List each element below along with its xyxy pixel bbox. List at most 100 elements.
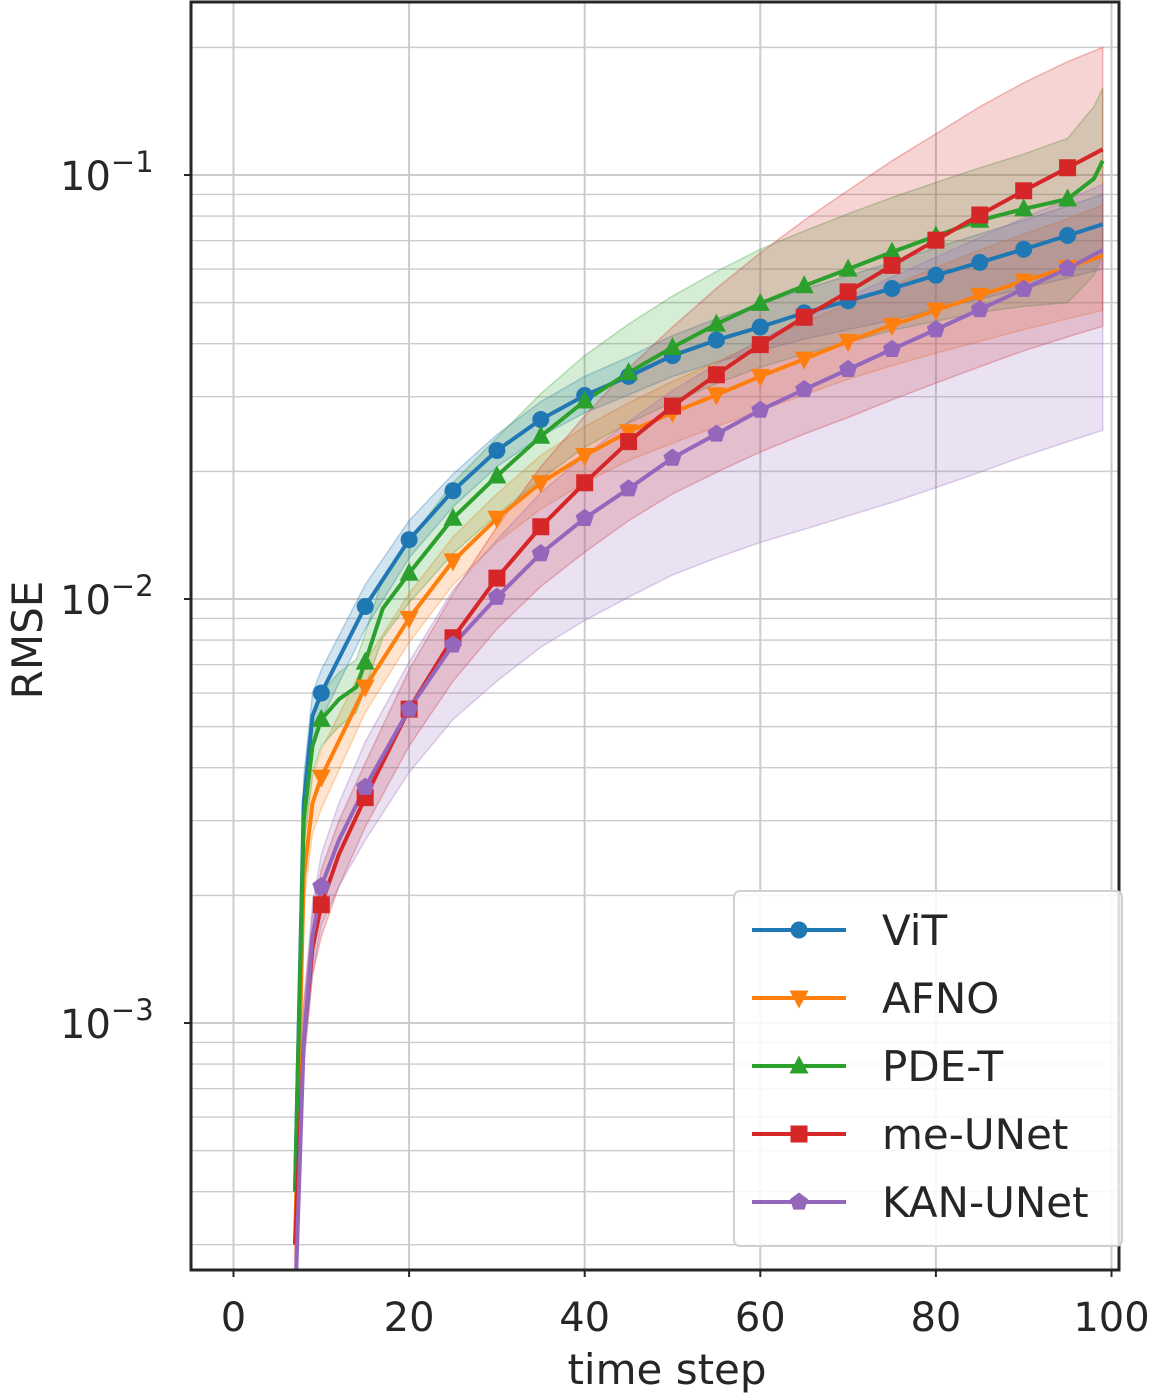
marker-pde-t	[399, 562, 419, 581]
marker-vit	[1059, 226, 1077, 244]
marker-vit	[707, 331, 725, 349]
y-tick-label: 10−1	[60, 145, 154, 200]
marker-kan-unet	[663, 448, 682, 466]
legend-label-me-unet: me-UNet	[882, 1110, 1068, 1159]
marker-vit	[927, 266, 945, 284]
marker-pde-t	[311, 708, 331, 727]
marker-me-unet	[1059, 159, 1077, 177]
marker-kan-unet	[795, 379, 814, 398]
x-tick-label: 20	[384, 1295, 435, 1341]
marker-afno	[926, 302, 946, 321]
legend-item-pde-t: PDE-T	[752, 1042, 1004, 1091]
marker-me-unet	[971, 206, 989, 224]
marker-me-unet	[488, 569, 506, 587]
marker-kan-unet	[443, 635, 463, 653]
marker-pde-t	[882, 241, 902, 260]
band-me-unet	[294, 46, 1104, 1270]
marker-pde-t	[1058, 188, 1078, 207]
marker-afno	[531, 475, 551, 494]
legend-label-kan-unet: KAN-UNet	[882, 1178, 1089, 1227]
marker-pde-t	[487, 465, 507, 484]
legend-item-afno: AFNO	[752, 974, 999, 1023]
x-tick-label: 0	[221, 1295, 246, 1341]
marker-vit	[488, 441, 506, 459]
marker-kan-unet	[751, 400, 770, 418]
marker-me-unet	[532, 518, 550, 536]
marker-me-unet	[312, 896, 330, 914]
x-tick-label: 80	[910, 1295, 961, 1341]
marker-pde-t	[1014, 198, 1034, 217]
legend-marker-kan-unet	[789, 1192, 809, 1210]
plot-frame	[189, 0, 1121, 1272]
marker-vit	[400, 531, 418, 549]
marker-me-unet	[576, 474, 594, 492]
marker-kan-unet	[839, 359, 858, 378]
marker-afno	[750, 368, 770, 387]
band-afno	[294, 203, 1104, 1270]
marker-pde-t	[750, 292, 770, 311]
marker-vit	[883, 279, 901, 297]
marker-vit	[1015, 240, 1033, 258]
y-tick-label: 10−2	[60, 569, 154, 624]
x-tick-label: 40	[559, 1295, 610, 1341]
legend-label-pde-t: PDE-T	[882, 1042, 1004, 1091]
series-markers	[311, 159, 1078, 914]
marker-afno	[487, 510, 507, 529]
y-axis-label: RMSE	[3, 581, 52, 700]
marker-pde-t	[706, 313, 726, 332]
marker-me-unet	[795, 308, 813, 326]
marker-kan-unet	[356, 777, 375, 795]
legend-marker-afno	[789, 990, 809, 1009]
marker-pde-t	[619, 362, 639, 381]
marker-afno	[970, 287, 990, 306]
marker-kan-unet	[707, 424, 726, 442]
x-axis-label: time step	[567, 1345, 766, 1394]
marker-afno	[794, 351, 814, 370]
marker-vit	[444, 482, 462, 500]
legend-marker-me-unet	[790, 1125, 808, 1143]
y-axis-ticks: 10−3 10−2 10−1	[60, 145, 191, 1048]
marker-vit	[356, 598, 374, 616]
marker-kan-unet	[487, 587, 506, 605]
legend: ViT AFNO PDE-T me-UNet KAN-UNet	[733, 890, 1123, 1247]
marker-kan-unet	[1014, 279, 1033, 297]
x-axis-ticks: 0 20 40 60 80 100	[221, 1270, 1150, 1341]
marker-afno	[882, 317, 902, 336]
legend-marker-vit	[790, 921, 808, 939]
marker-afno	[706, 387, 726, 406]
marker-me-unet	[839, 283, 857, 301]
marker-kan-unet	[1058, 258, 1077, 277]
marker-me-unet	[1015, 182, 1033, 200]
marker-afno	[355, 679, 375, 698]
marker-afno	[443, 553, 463, 572]
marker-pde-t	[443, 507, 463, 526]
legend-box	[733, 890, 1123, 1247]
legend-label-vit: ViT	[882, 906, 947, 955]
line-vit	[293, 222, 1104, 1192]
marker-pde-t	[663, 336, 682, 355]
x-tick-label: 100	[1073, 1295, 1149, 1341]
marker-kan-unet	[619, 479, 638, 497]
marker-vit	[312, 684, 330, 702]
marker-kan-unet	[970, 299, 989, 318]
y-tick-label: 10−3	[60, 993, 154, 1048]
marker-kan-unet	[400, 699, 419, 717]
marker-pde-t	[794, 275, 814, 294]
marker-pde-t	[355, 651, 375, 670]
marker-kan-unet	[926, 320, 945, 338]
marker-me-unet	[751, 336, 769, 354]
x-tick-label: 60	[735, 1295, 786, 1341]
marker-me-unet	[664, 397, 681, 415]
marker-kan-unet	[531, 544, 550, 562]
marker-afno	[838, 333, 858, 352]
marker-pde-t	[531, 425, 551, 444]
marker-me-unet	[707, 366, 725, 384]
marker-me-unet	[883, 256, 901, 274]
marker-vit	[532, 411, 550, 429]
legend-item-kan-unet: KAN-UNet	[752, 1178, 1089, 1227]
marker-me-unet	[620, 433, 638, 451]
legend-item-me-unet: me-UNet	[752, 1110, 1068, 1159]
legend-item-vit: ViT	[752, 906, 947, 955]
marker-me-unet	[927, 231, 945, 249]
